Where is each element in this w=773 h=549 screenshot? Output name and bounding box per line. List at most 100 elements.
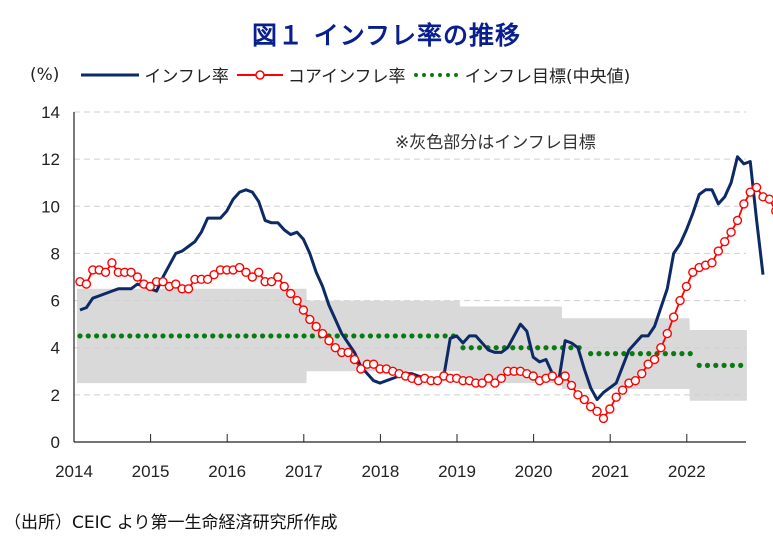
target-dot	[543, 345, 549, 351]
target-dot	[729, 362, 735, 368]
core-inflation-point	[630, 376, 641, 386]
target-dot	[518, 345, 524, 351]
target-dot	[476, 345, 483, 351]
target-dot	[713, 362, 719, 368]
core-inflation-point	[656, 343, 666, 353]
target-dot	[738, 362, 744, 368]
core-inflation-point	[547, 371, 558, 381]
target-dot	[551, 345, 557, 351]
target-dot	[596, 351, 602, 357]
core-inflation-point	[432, 376, 443, 386]
core-inflation-point	[668, 312, 679, 322]
core-inflation-point	[598, 413, 609, 424]
series	[75, 155, 773, 424]
target-dot	[460, 345, 466, 351]
target-dot	[696, 362, 702, 368]
legend-label: インフレ率	[144, 67, 229, 87]
core-inflation-point	[483, 373, 494, 384]
core-inflation-point	[745, 187, 755, 197]
core-inflation-point	[368, 359, 379, 369]
core-inflation-point	[349, 354, 360, 365]
target-dot	[721, 362, 727, 368]
y-tick-label: 10	[41, 197, 60, 216]
target-band	[77, 288, 747, 401]
legend-item-target: インフレ目標(中央値)	[413, 62, 631, 87]
core-inflation-point	[241, 267, 251, 277]
target-dot	[218, 333, 224, 339]
target-dot	[401, 333, 407, 339]
target-dot	[243, 333, 249, 339]
target-dot	[309, 333, 315, 339]
core-inflation-point	[356, 364, 366, 374]
target-dot	[143, 333, 149, 339]
x-tick-label: 2017	[285, 462, 323, 481]
core-inflation-point	[285, 288, 296, 299]
target-dot	[235, 333, 241, 339]
target-dot	[621, 351, 627, 357]
core-inflation-point	[477, 378, 487, 388]
core-inflation-point	[202, 274, 213, 285]
target-dot	[152, 333, 158, 339]
target-dot	[160, 333, 166, 339]
target-dot	[637, 351, 644, 357]
legend-label: インフレ目標(中央値)	[464, 67, 631, 87]
target-dot	[301, 333, 307, 339]
target-dot	[612, 351, 619, 357]
core-inflation-point	[317, 328, 328, 339]
core-inflation-point	[171, 279, 181, 289]
target-dot	[118, 333, 125, 339]
core-inflation-point	[617, 385, 628, 395]
target-dot	[409, 333, 415, 339]
core-inflation-point	[311, 321, 321, 332]
core-inflation-point	[732, 215, 743, 226]
target-dot	[604, 351, 610, 357]
target-dot	[359, 333, 365, 339]
target-dot	[568, 345, 574, 351]
core-inflation-point	[209, 269, 219, 280]
core-inflation-point	[145, 281, 155, 292]
core-inflation-point	[592, 406, 602, 417]
x-tick-label: 2019	[438, 462, 476, 481]
core-inflation-point	[764, 194, 773, 204]
axes: 0 2 4 6 8 10 12 14 2014 2015 2016 2017 2018 2019 2020 2…	[41, 103, 746, 481]
legend-line-marker-icon	[236, 69, 283, 80]
core-inflation-point	[751, 182, 762, 193]
legend-item-inflation: インフレ率	[81, 62, 229, 87]
core-inflation-point	[266, 277, 277, 287]
core-inflation-point	[126, 267, 136, 277]
core-inflation-point	[739, 199, 749, 209]
target-dot	[102, 333, 108, 339]
target-dot	[367, 333, 374, 339]
target-dot	[679, 351, 685, 357]
legend: (%) インフレ率 コアインフレ率 インフレ目標(中央値)	[30, 62, 638, 88]
target-dot	[185, 333, 191, 339]
target-dot	[425, 333, 432, 339]
core-inflation-point	[579, 394, 589, 405]
core-inflation-point	[554, 376, 564, 386]
target-dot	[268, 333, 274, 339]
target-dot	[210, 333, 216, 339]
core-inflation-point	[643, 359, 653, 369]
core-inflation-point	[330, 343, 341, 353]
target-dot	[646, 351, 652, 357]
target-dot	[276, 333, 282, 339]
target-dot	[193, 333, 199, 339]
target-dot	[93, 333, 100, 339]
target-dot	[535, 345, 541, 351]
target-dot	[259, 333, 266, 339]
y-tick-label: 2	[51, 386, 60, 405]
core-inflation-point	[726, 227, 736, 237]
core-inflation-point	[662, 328, 672, 339]
target-dot	[671, 351, 677, 357]
target-dot	[392, 333, 398, 339]
core-inflation-point	[605, 404, 615, 414]
core-inflation-point	[528, 371, 538, 381]
core-inflation-point	[611, 392, 621, 402]
core-inflation-point	[585, 401, 596, 412]
core-inflation-point	[675, 295, 685, 306]
core-inflation-point	[183, 284, 194, 294]
y-tick-label: 6	[51, 292, 60, 311]
target-dot	[417, 333, 423, 339]
y-axis-unit: (%)	[30, 64, 60, 85]
